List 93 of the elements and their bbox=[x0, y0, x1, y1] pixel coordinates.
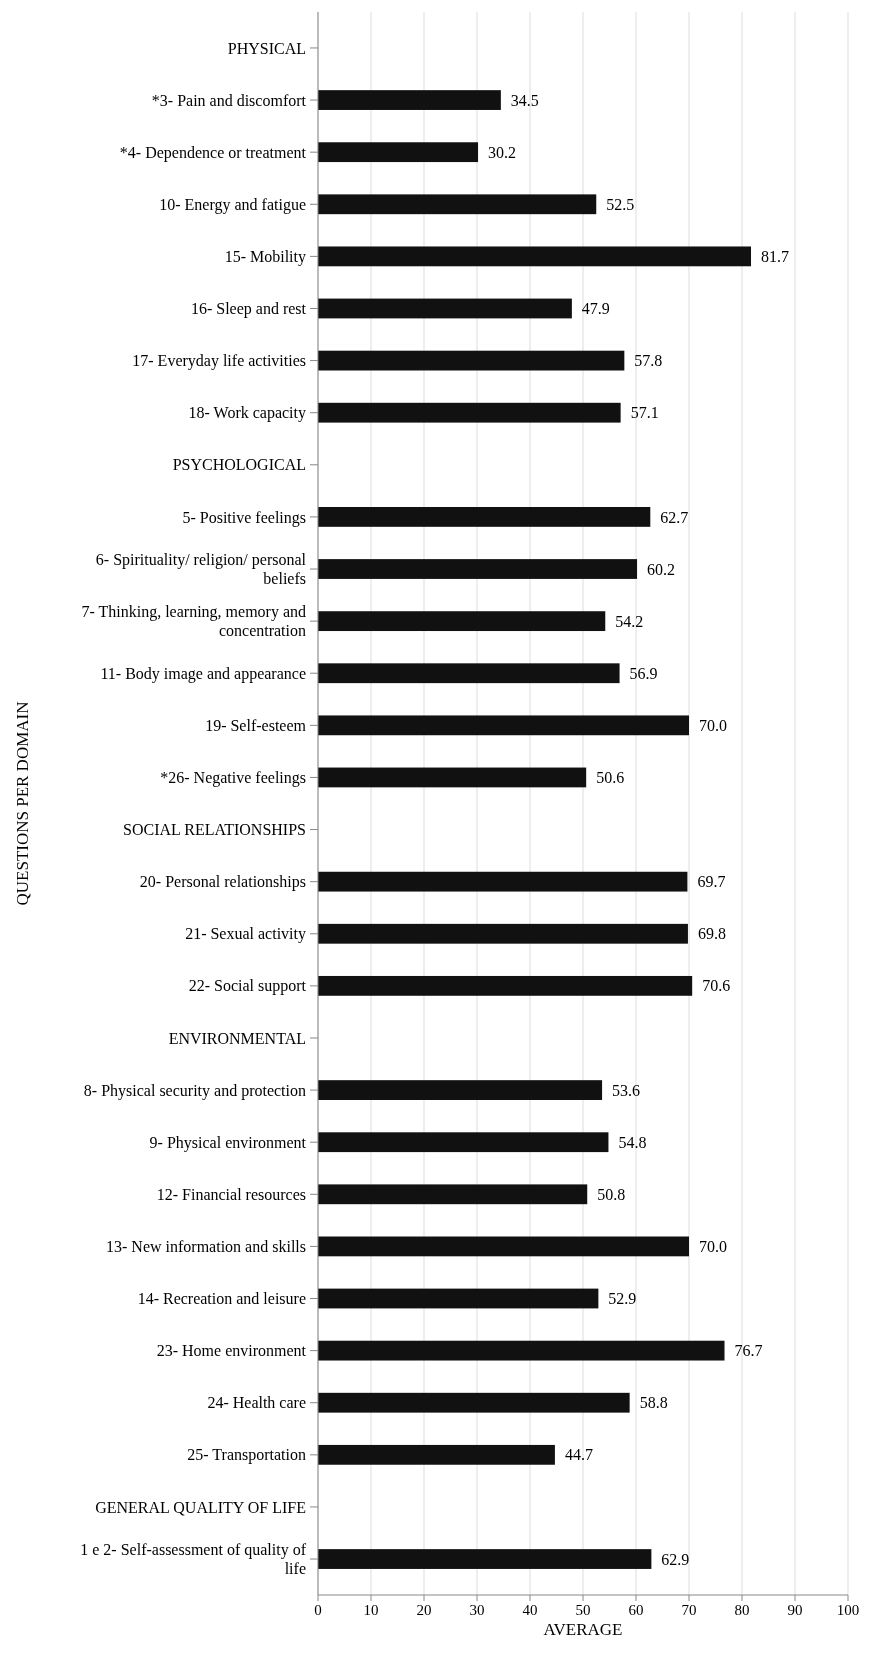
data-label: 81.7 bbox=[761, 247, 790, 265]
bar bbox=[318, 402, 621, 423]
data-label: 50.6 bbox=[596, 769, 625, 787]
y-tick-label: 25- Transportation bbox=[187, 1446, 306, 1465]
x-tick-label: 30 bbox=[469, 1602, 485, 1618]
data-label: 52.5 bbox=[606, 195, 635, 213]
data-label: 53.6 bbox=[612, 1081, 641, 1099]
data-label: 76.7 bbox=[734, 1342, 763, 1360]
x-tick-label: 80 bbox=[734, 1602, 750, 1618]
data-label: 70.6 bbox=[702, 977, 731, 995]
data-label: 70.0 bbox=[699, 716, 727, 734]
data-label: 50.8 bbox=[597, 1185, 626, 1203]
bar bbox=[318, 715, 689, 736]
bar bbox=[318, 1340, 725, 1361]
x-axis-title: AVERAGE bbox=[543, 1620, 623, 1639]
bar bbox=[318, 1132, 609, 1153]
bar bbox=[318, 1236, 689, 1257]
bar bbox=[318, 142, 479, 163]
data-label: 44.7 bbox=[564, 1446, 593, 1464]
y-tick-label: 13- New information and skills bbox=[106, 1238, 306, 1256]
y-tick-label: 17- Everyday life activities bbox=[132, 352, 306, 371]
data-label: 34.5 bbox=[510, 91, 539, 109]
data-label: 69.8 bbox=[697, 925, 726, 943]
y-tick-label: 15- Mobility bbox=[224, 247, 306, 266]
y-tick-label: *4- Dependence or treatment bbox=[119, 143, 307, 162]
bar bbox=[318, 194, 597, 215]
y-tick-label: SOCIAL RELATIONSHIPS bbox=[123, 821, 306, 839]
y-tick-label: *3- Pain and discomfort bbox=[151, 91, 307, 109]
x-tick-label: 0 bbox=[314, 1602, 322, 1618]
data-label: 30.2 bbox=[488, 143, 517, 161]
bar bbox=[318, 1288, 599, 1309]
bar bbox=[318, 246, 752, 267]
y-tick-label: 19- Self-esteem bbox=[205, 716, 307, 734]
data-label: 54.8 bbox=[618, 1133, 647, 1151]
data-label: 57.8 bbox=[634, 352, 663, 370]
bar bbox=[318, 1184, 588, 1205]
bar bbox=[318, 611, 606, 632]
y-tick-label: *26- Negative feelings bbox=[160, 769, 306, 788]
data-label: 47.9 bbox=[581, 300, 610, 318]
bar bbox=[318, 507, 651, 527]
x-tick-label: 60 bbox=[628, 1602, 644, 1618]
y-tick-label: 16- Sleep and rest bbox=[190, 300, 307, 319]
y-axis-title: QUESTIONS PER DOMAIN bbox=[13, 701, 32, 906]
y-tick-label: 1 e 2- Self-assessment of quality of life bbox=[80, 1541, 307, 1578]
y-tick-label: GENERAL QUALITY OF LIFE bbox=[95, 1498, 306, 1516]
bar bbox=[318, 975, 693, 996]
y-tick-label: 23- Home environment bbox=[156, 1342, 307, 1360]
y-tick-label: ENVIRONMENTAL bbox=[168, 1029, 306, 1047]
y-tick-label: 10- Energy and fatigue bbox=[159, 195, 306, 214]
data-label: 57.1 bbox=[630, 404, 659, 422]
bar bbox=[318, 923, 688, 944]
bar bbox=[318, 767, 587, 788]
bar bbox=[318, 559, 638, 579]
bar bbox=[318, 663, 620, 684]
data-label: 60.2 bbox=[647, 560, 676, 578]
x-tick-label: 20 bbox=[416, 1602, 432, 1618]
y-tick-label: PHYSICAL bbox=[227, 39, 306, 57]
bar bbox=[318, 1392, 630, 1413]
bar bbox=[318, 90, 501, 110]
y-tick-label: 7- Thinking, learning, memory and concentration bbox=[81, 603, 306, 640]
y-tick-label: 12- Financial resources bbox=[156, 1185, 306, 1203]
data-label: 56.9 bbox=[629, 664, 658, 682]
data-label: 62.9 bbox=[661, 1550, 690, 1568]
y-tick-label: 20- Personal relationships bbox=[139, 873, 306, 892]
bar bbox=[318, 350, 625, 371]
y-tick-label: 11- Body image and appearance bbox=[100, 664, 306, 683]
y-tick-label: 5- Positive feelings bbox=[182, 508, 306, 527]
y-tick-label: 21- Sexual activity bbox=[185, 925, 306, 944]
data-label: 70.0 bbox=[699, 1238, 727, 1256]
bar bbox=[318, 1444, 555, 1465]
x-tick-label: 100 bbox=[836, 1602, 860, 1618]
data-label: 54.2 bbox=[615, 612, 644, 630]
x-tick-label: 40 bbox=[522, 1602, 538, 1618]
y-tick-label: PSYCHOLOGICAL bbox=[172, 456, 306, 474]
bar bbox=[318, 1549, 652, 1569]
data-label: 58.8 bbox=[639, 1394, 668, 1412]
y-tick-label: 8- Physical security and protection bbox=[83, 1081, 306, 1100]
bar bbox=[318, 871, 688, 892]
y-tick-label: 6- Spirituality/ religion/ personal beliefs bbox=[95, 551, 307, 588]
x-tick-label: 10 bbox=[363, 1602, 379, 1618]
bar bbox=[318, 1080, 603, 1100]
x-tick-label: 70 bbox=[681, 1602, 697, 1618]
data-label: 62.7 bbox=[660, 508, 689, 526]
y-tick-label: 14- Recreation and leisure bbox=[137, 1290, 306, 1308]
data-label: 52.9 bbox=[608, 1290, 637, 1308]
y-tick-label: 18- Work capacity bbox=[188, 404, 306, 423]
y-tick-label: 9- Physical environment bbox=[149, 1133, 307, 1152]
y-tick-label: 24- Health care bbox=[207, 1394, 306, 1412]
y-tick-label: 22- Social support bbox=[188, 977, 307, 996]
data-label: 69.7 bbox=[697, 873, 726, 891]
x-tick-label: 50 bbox=[575, 1602, 591, 1618]
x-tick-label: 90 bbox=[787, 1602, 803, 1618]
bar bbox=[318, 298, 572, 319]
